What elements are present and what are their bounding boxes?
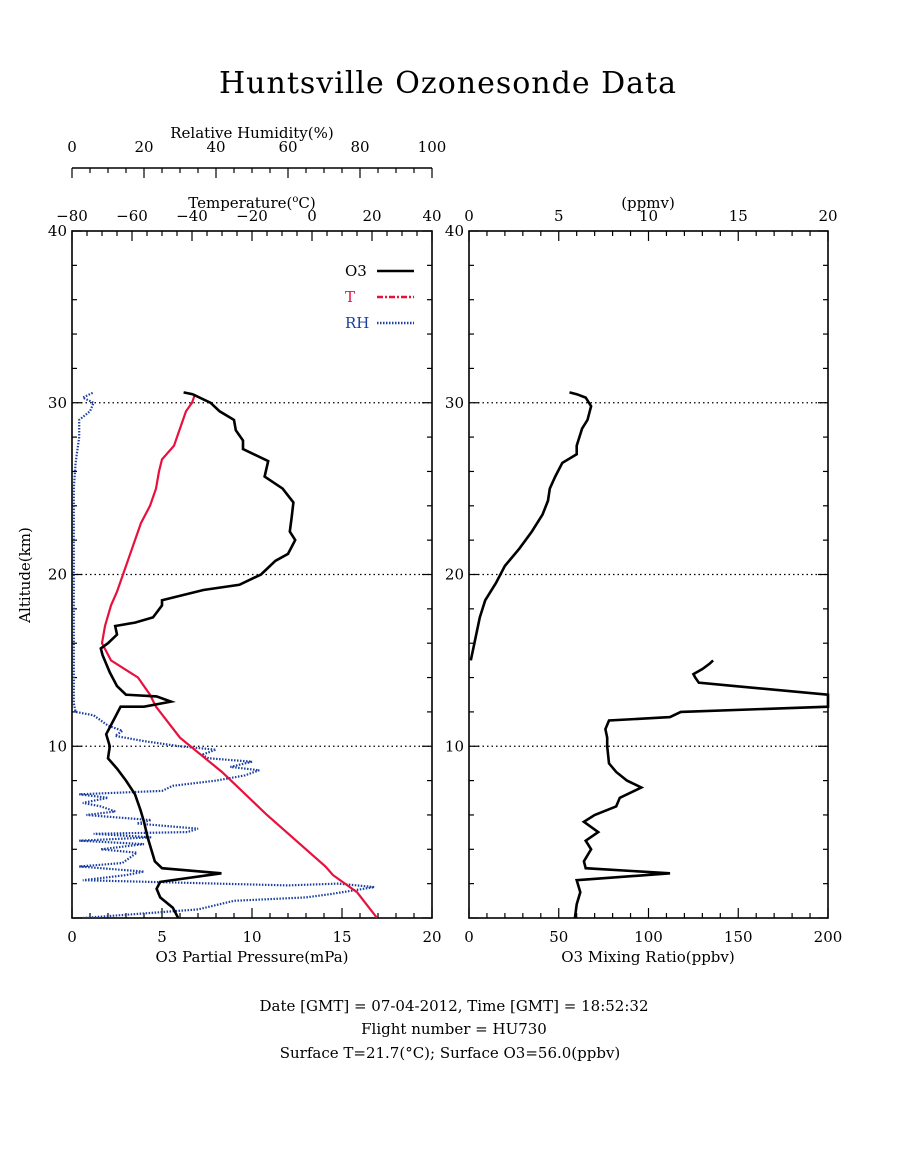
legend-label-rh: RH: [345, 314, 369, 332]
left-bottom-xtick-label: 20: [422, 928, 441, 946]
left-ytick-label: 10: [48, 737, 67, 755]
right-bottom-xtick-label: 150: [724, 928, 753, 946]
left-rh-xtick-label: 40: [206, 138, 225, 156]
left-bottom-xtick-label: 15: [332, 928, 351, 946]
right-top-xtick-label: 10: [639, 207, 658, 225]
temperature-series-line: [100, 393, 378, 918]
footer-flight-number: Flight number = HU730: [361, 1020, 547, 1038]
chart-title: Huntsville Ozonesonde Data: [219, 66, 677, 101]
left-rh-xtick-label: 0: [67, 138, 77, 156]
left-yaxis-title: Altitude(km): [16, 527, 34, 624]
left-bottom-xtick-label: 10: [242, 928, 261, 946]
left-series-group: [72, 391, 378, 918]
right-bottom-xtick-label: 100: [634, 928, 663, 946]
o3-ppbv-series-line: [573, 659, 830, 918]
left-rh-xtick-label: 80: [350, 138, 369, 156]
right-bottom-xtick-label: 200: [814, 928, 843, 946]
left-ytick-label: 20: [48, 566, 67, 584]
left-temp-xtick-label: −20: [236, 207, 268, 225]
right-xaxis-title: O3 Mixing Ratio(ppbv): [561, 948, 734, 966]
o3-ppmv-series-line: [469, 391, 593, 661]
left-temp-xtick-label: 40: [422, 207, 441, 225]
legend-label-temperature: T: [345, 288, 355, 306]
right-ytick-label: 30: [445, 394, 464, 412]
temp-axis-title: Temperature(oC): [188, 194, 316, 212]
right-plot-frame: [468, 230, 829, 919]
right-ytick-label: 40: [445, 222, 464, 240]
left-temp-xtick-label: −80: [56, 207, 88, 225]
right-top-xtick-label: 5: [554, 207, 564, 225]
left-temp-xtick-label: −40: [176, 207, 208, 225]
left-bottom-xtick-label: 5: [157, 928, 167, 946]
right-top-axis-title: (ppmv): [621, 194, 675, 212]
rh-axis-title: Relative Humidity(%): [170, 124, 333, 142]
left-temp-xtick-label: 0: [307, 207, 317, 225]
o3-series-line: [99, 391, 297, 918]
right-top-xtick-label: 0: [464, 207, 474, 225]
left-ytick-label: 40: [48, 222, 67, 240]
legend-label-o3: O3: [345, 262, 367, 280]
left-panel: 10 20 30 40 0 5 10 15 20 O3 Partial Pressure(mPa)…: [16, 124, 446, 966]
footer-surface: Surface T=21.7(°C); Surface O3=56.0(ppbv…: [280, 1044, 621, 1062]
left-xaxis-title: O3 Partial Pressure(mPa): [155, 948, 348, 966]
right-bottom-xtick-label: 0: [464, 928, 474, 946]
right-series-group: [469, 391, 830, 918]
left-bottom-xtick-label: 0: [67, 928, 77, 946]
right-top-xtick-label: 15: [729, 207, 748, 225]
left-rh-xtick-label: 60: [278, 138, 297, 156]
footer-date-time: Date [GMT] = 07-04-2012, Time [GMT] = 18…: [259, 997, 648, 1015]
left-temp-xtick-label: −60: [116, 207, 148, 225]
right-ytick-label: 10: [445, 737, 464, 755]
rh-series-line: [72, 391, 375, 918]
left-rh-xtick-label: 20: [134, 138, 153, 156]
left-rh-xtick-label: 100: [418, 138, 447, 156]
left-temp-xtick-label: 20: [362, 207, 381, 225]
right-bottom-xtick-label: 50: [549, 928, 568, 946]
left-ytick-label: 30: [48, 394, 67, 412]
right-ytick-label: 20: [445, 566, 464, 584]
right-top-xtick-label: 20: [818, 207, 837, 225]
